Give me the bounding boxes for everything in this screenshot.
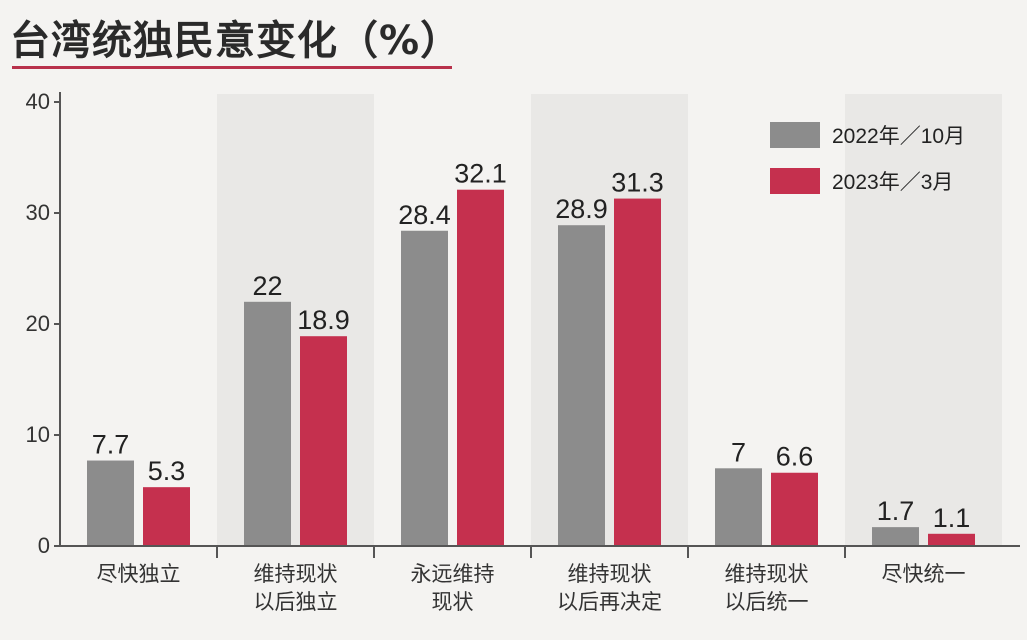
category-label: 永远维持	[411, 562, 495, 586]
category-label: 尽快统一	[882, 562, 966, 586]
title-underline	[12, 66, 452, 69]
y-tick-label: 30	[26, 200, 50, 225]
bar	[143, 487, 190, 546]
value-label: 28.9	[555, 194, 608, 224]
bar	[244, 301, 291, 546]
bar	[87, 460, 134, 546]
value-label: 28.4	[398, 200, 451, 230]
category-label: 维持现状	[254, 562, 338, 586]
value-label: 7.7	[92, 430, 130, 460]
bar	[928, 533, 975, 546]
category-label: 以后再决定	[557, 590, 662, 614]
legend-swatch	[770, 168, 820, 194]
category-label: 维持现状	[568, 562, 652, 586]
value-label: 6.6	[776, 442, 814, 472]
y-tick-label: 10	[26, 422, 50, 447]
value-label: 22	[252, 271, 282, 301]
legend-label: 2023年／3月	[832, 171, 953, 194]
y-tick-label: 40	[26, 89, 50, 114]
bar	[558, 225, 605, 546]
value-label: 1.7	[877, 496, 915, 526]
category-label: 尽快独立	[97, 562, 181, 586]
background-band	[845, 94, 1002, 546]
bar	[401, 230, 448, 546]
legend-label: 2022年／10月	[832, 125, 965, 148]
category-label: 维持现状	[725, 562, 809, 586]
background-band	[217, 94, 374, 546]
bar	[872, 527, 919, 546]
bar	[457, 189, 504, 546]
value-label: 32.1	[454, 159, 507, 189]
value-label: 5.3	[148, 456, 186, 486]
value-label: 31.3	[611, 168, 664, 198]
y-tick-label: 0	[38, 533, 50, 558]
bar	[715, 468, 762, 546]
legend-swatch	[770, 122, 820, 148]
category-label: 现状	[432, 590, 474, 614]
chart-title: 台湾统独民意变化（%）	[10, 18, 462, 64]
category-label: 以后独立	[254, 590, 338, 614]
value-label: 1.1	[933, 503, 971, 533]
background-band	[531, 94, 688, 546]
y-tick-label: 20	[26, 311, 50, 336]
value-label: 7	[731, 437, 746, 467]
value-label: 18.9	[297, 305, 350, 335]
bar	[300, 336, 347, 546]
bar	[614, 198, 661, 546]
category-label: 以后统一	[725, 590, 809, 614]
bar	[771, 472, 818, 546]
